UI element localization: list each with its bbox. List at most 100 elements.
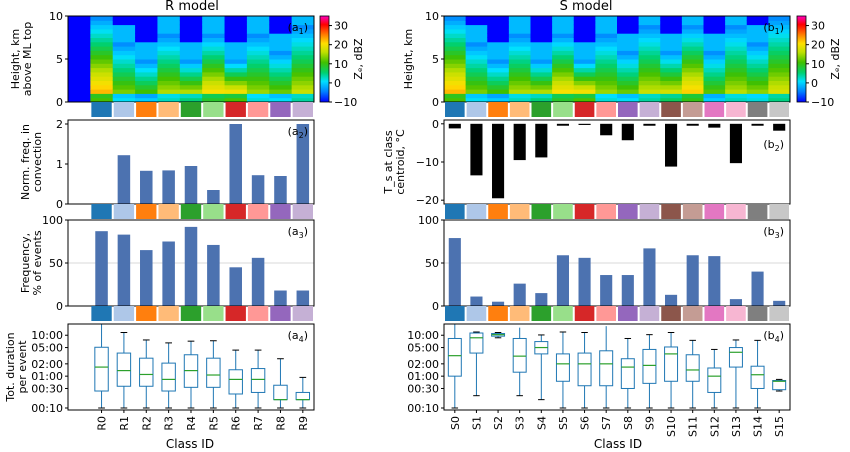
heatmap-a-cell-R2-2 <box>135 89 158 94</box>
heatmap-a-cell-R3-15 <box>157 33 181 38</box>
heatmap-a-cell-R3-18 <box>157 20 181 26</box>
heatmap-a-cell-R7-1 <box>246 93 270 99</box>
bar-b3-S2 <box>492 301 505 306</box>
heatmap-b-cell-S13-3 <box>725 84 748 90</box>
heatmap-b-cell-S1-4 <box>465 80 488 86</box>
strip-a2-R2 <box>136 204 157 219</box>
heatmap-b-cell-S12-17 <box>703 24 726 30</box>
heatmap-b-cell-S4-13 <box>530 41 553 47</box>
heatmap-a-cell-R5-18 <box>202 20 226 26</box>
heatmap-b-cell-S6-6 <box>573 71 596 77</box>
heatmap-a-cell-R3-3 <box>157 84 181 90</box>
heatmap-a-cell-R5-19 <box>202 16 226 21</box>
strip-b1-S5 <box>553 102 573 117</box>
strip-b2-S5 <box>553 204 573 219</box>
heatmap-b-cell-S8-19 <box>617 16 640 21</box>
box-a-R9-iqr <box>295 391 311 401</box>
bars-a2-y-ticklabel-1: 1 <box>56 158 63 171</box>
heatmap-a-cell-R1-19 <box>112 16 136 21</box>
strip-b1-S13 <box>726 102 746 117</box>
heatmap-a-cell-R6-1 <box>224 93 248 99</box>
heatmap-b-cell-S6-11 <box>573 50 596 56</box>
heatmap-a-cell-R2-19 <box>135 16 158 21</box>
heatmap-b-cell-S11-3 <box>681 84 704 90</box>
heatmap-a-cell-R0-1 <box>90 93 114 99</box>
heatmap-b-cell-S5-14 <box>552 37 575 43</box>
panel-label-b1-paren: ) <box>780 21 784 34</box>
heatmap-a-cell-R7-16 <box>246 28 270 34</box>
heatmap-b-cell-S9-18 <box>638 20 661 26</box>
strip-b1-S6 <box>574 102 595 117</box>
strip-b3-S12 <box>704 306 725 321</box>
xticklabel-b-S15: S15 <box>773 416 786 437</box>
panel-label-a3: (a3) <box>288 225 308 240</box>
colorbar-right-label: Zₑ, dBZ <box>829 38 842 80</box>
heatmap-b-cell-S6-1 <box>573 93 596 99</box>
strip-b3-S3 <box>509 306 530 321</box>
heatmap-b-cell-S6-18 <box>573 20 596 26</box>
heatmap-b-cell-S6-19 <box>573 16 596 21</box>
heatmap-b-cell-S6-3 <box>573 84 596 90</box>
heatmap-a-cell-R6-4 <box>224 80 248 86</box>
bar-b3-S13 <box>729 299 742 306</box>
panel-label-b3-subscript: 3 <box>775 231 780 240</box>
heatmap-b-cell-S5-13 <box>552 41 575 47</box>
heatmap-b-cell-S1-8 <box>465 63 488 69</box>
heatmap-b-cell-S12-1 <box>703 93 726 99</box>
heatmap-b-cell-S13-5 <box>725 76 748 81</box>
strip-a1-R4 <box>180 102 202 117</box>
heatmap-b-cell-S6-5 <box>573 76 596 81</box>
xticklabel-b-S2: S2 <box>492 416 505 430</box>
heatmap-b-cell-S2-14 <box>487 37 510 43</box>
heatmap-b-cell-S7-6 <box>595 71 618 77</box>
heatmap-b-cell-S15-4 <box>768 80 791 86</box>
heatmap-b-cell-S7-17 <box>595 24 618 30</box>
bar-a2-R9 <box>296 124 310 204</box>
heatmap-a-cell-R8-16 <box>269 28 293 34</box>
heatmap-b-cell-S2-12 <box>487 46 510 51</box>
heatmap-b-cell-S0-4 <box>444 80 467 86</box>
heatmap-b-cell-S10-19 <box>660 16 683 21</box>
heatmap-a-cell-R8-7 <box>269 67 293 73</box>
boxes-a-y-ticklabel-0: 00:10 <box>31 402 63 415</box>
heatmap-b-cell-S2-19 <box>487 16 510 21</box>
heatmap-b-cell-S4-18 <box>530 20 553 26</box>
heatmap-b-cell-S10-0 <box>660 97 683 103</box>
heatmap-b-cell-S10-16 <box>660 28 683 34</box>
heatmap-b-cell-S15-3 <box>768 84 791 90</box>
heatmap-a-cell-R0-16 <box>90 28 114 34</box>
xticklabel-a-R1: R1 <box>118 416 131 431</box>
heatmap-b-cell-S1-7 <box>465 67 488 73</box>
heatmap-a-y-ticklabel-1: 5 <box>56 53 63 66</box>
heatmap-b-cell-S15-6 <box>768 71 791 77</box>
heatmap-a-cell-R4-1 <box>179 93 203 99</box>
heatmap-b-cell-S9-16 <box>638 28 661 34</box>
heatmap-b-cell-S14-1 <box>746 93 769 99</box>
heatmap-b-cell-S10-13 <box>660 41 683 47</box>
heatmap-a-cell-R0-7 <box>90 67 114 73</box>
heatmap-b-cell-S7-13 <box>595 41 618 47</box>
heatmap-b-cell-S0-15 <box>444 33 467 38</box>
heatmap-b-cell-S7-0 <box>595 97 618 103</box>
strip-b3-S11 <box>682 306 703 321</box>
heatmap-b-cell-S6-17 <box>573 24 596 30</box>
heatmap-b-cell-S6-0 <box>573 97 596 103</box>
heatmap-a-cell-R1-0 <box>112 97 136 103</box>
heatmap-b-cell-S8-9 <box>617 59 640 64</box>
boxes-b-y-ticklabel-5: 10:00 <box>407 329 439 342</box>
strip-b2-S9 <box>639 204 660 219</box>
boxes-b-y-ticklabel-3: 02:00 <box>407 358 439 371</box>
heatmap-b-cell-S10-9 <box>660 59 683 64</box>
heatmap-b-cell-S9-12 <box>638 46 661 51</box>
bar-b3-S3 <box>513 283 526 306</box>
heatmap-b-cell-S5-15 <box>552 33 575 38</box>
strip-a2-R4 <box>180 204 202 219</box>
bar-a2-R6 <box>229 124 242 204</box>
heatmap-a-cell-R0-14 <box>90 37 114 43</box>
heatmap-b-cell-S3-17 <box>508 24 531 30</box>
heatmap-b-cell-S0-9 <box>444 59 467 64</box>
heatmap-b-cell-S13-7 <box>725 67 748 73</box>
heatmap-b-cell-S7-3 <box>595 84 618 90</box>
heatmap-b-cell-S5-19 <box>552 16 575 21</box>
